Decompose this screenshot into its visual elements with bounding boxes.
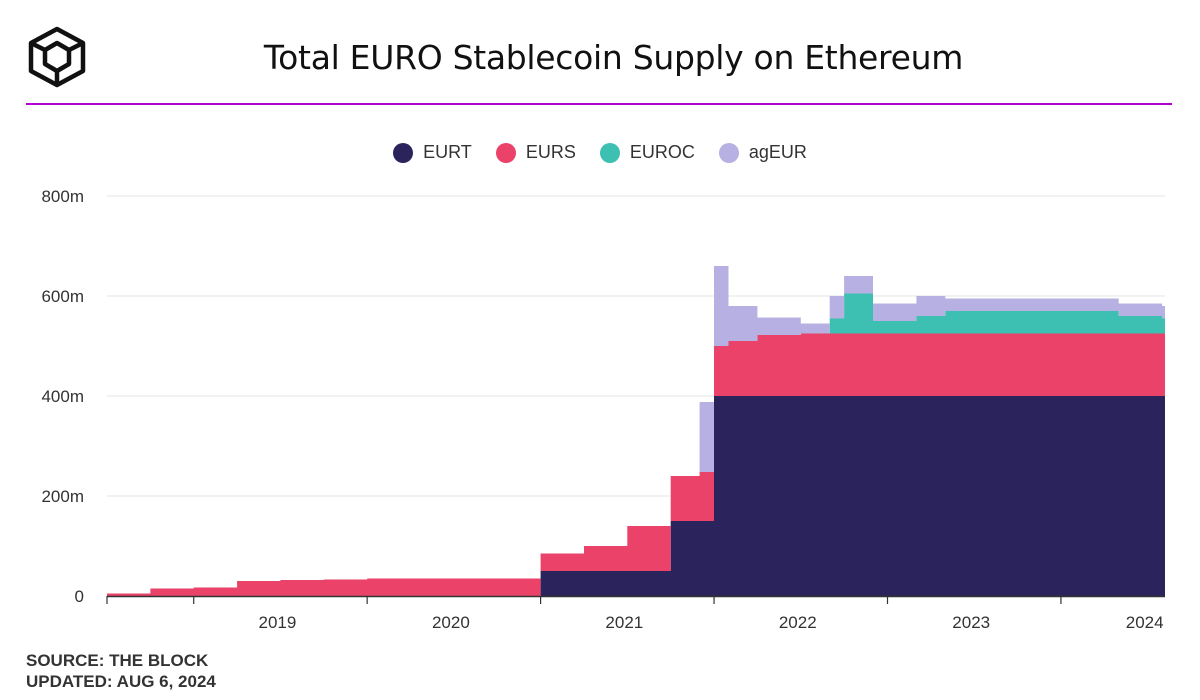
y-tick-label: 400m bbox=[41, 387, 84, 406]
area-eurt bbox=[107, 396, 1165, 596]
legend-label: agEUR bbox=[748, 142, 807, 162]
x-tick-label: 2024 bbox=[1126, 613, 1164, 632]
x-tick-label: 2019 bbox=[259, 613, 297, 632]
legend-swatch bbox=[718, 142, 739, 163]
legend-label: EURT bbox=[423, 142, 472, 162]
x-tick-label: 2021 bbox=[605, 613, 643, 632]
y-tick-label: 600m bbox=[41, 287, 84, 306]
area-eurs bbox=[107, 333, 1165, 596]
area-ageur bbox=[107, 266, 1165, 594]
area-euroc bbox=[107, 293, 1165, 594]
legend-label: EUROC bbox=[629, 142, 695, 162]
legend-item-euroc: EUROC bbox=[599, 142, 695, 163]
legend-label: EURS bbox=[525, 142, 576, 162]
stacked-area-chart: 0 200m 400m 600m 800m 2019 2020 2021 2022 2023 202… bbox=[41, 187, 1165, 632]
source-text: SOURCE: THE BLOCK bbox=[26, 651, 209, 670]
y-tick-label: 0 bbox=[75, 587, 84, 606]
legend-item-eurs: EURS bbox=[495, 142, 576, 163]
source-note: SOURCE: THE BLOCK UPDATED: AUG 6, 2024 bbox=[26, 650, 216, 692]
legend-item-eurt: EURT bbox=[393, 142, 472, 163]
legend-swatch bbox=[599, 142, 620, 163]
title-divider bbox=[26, 103, 1172, 105]
x-tick-label: 2020 bbox=[432, 613, 470, 632]
x-tick-label: 2023 bbox=[952, 613, 990, 632]
chart-title: Total EURO Stablecoin Supply on Ethereum bbox=[263, 38, 964, 77]
x-tick-label: 2022 bbox=[779, 613, 817, 632]
y-tick-label: 800m bbox=[41, 187, 84, 206]
updated-text: UPDATED: AUG 6, 2024 bbox=[26, 672, 216, 691]
legend-swatch bbox=[495, 142, 516, 163]
chart-legend: EURT EURS EUROC agEUR bbox=[0, 142, 1200, 163]
the-block-logo bbox=[28, 26, 86, 88]
y-tick-label: 200m bbox=[41, 487, 84, 506]
legend-swatch bbox=[393, 142, 414, 163]
legend-item-ageur: agEUR bbox=[718, 142, 807, 163]
